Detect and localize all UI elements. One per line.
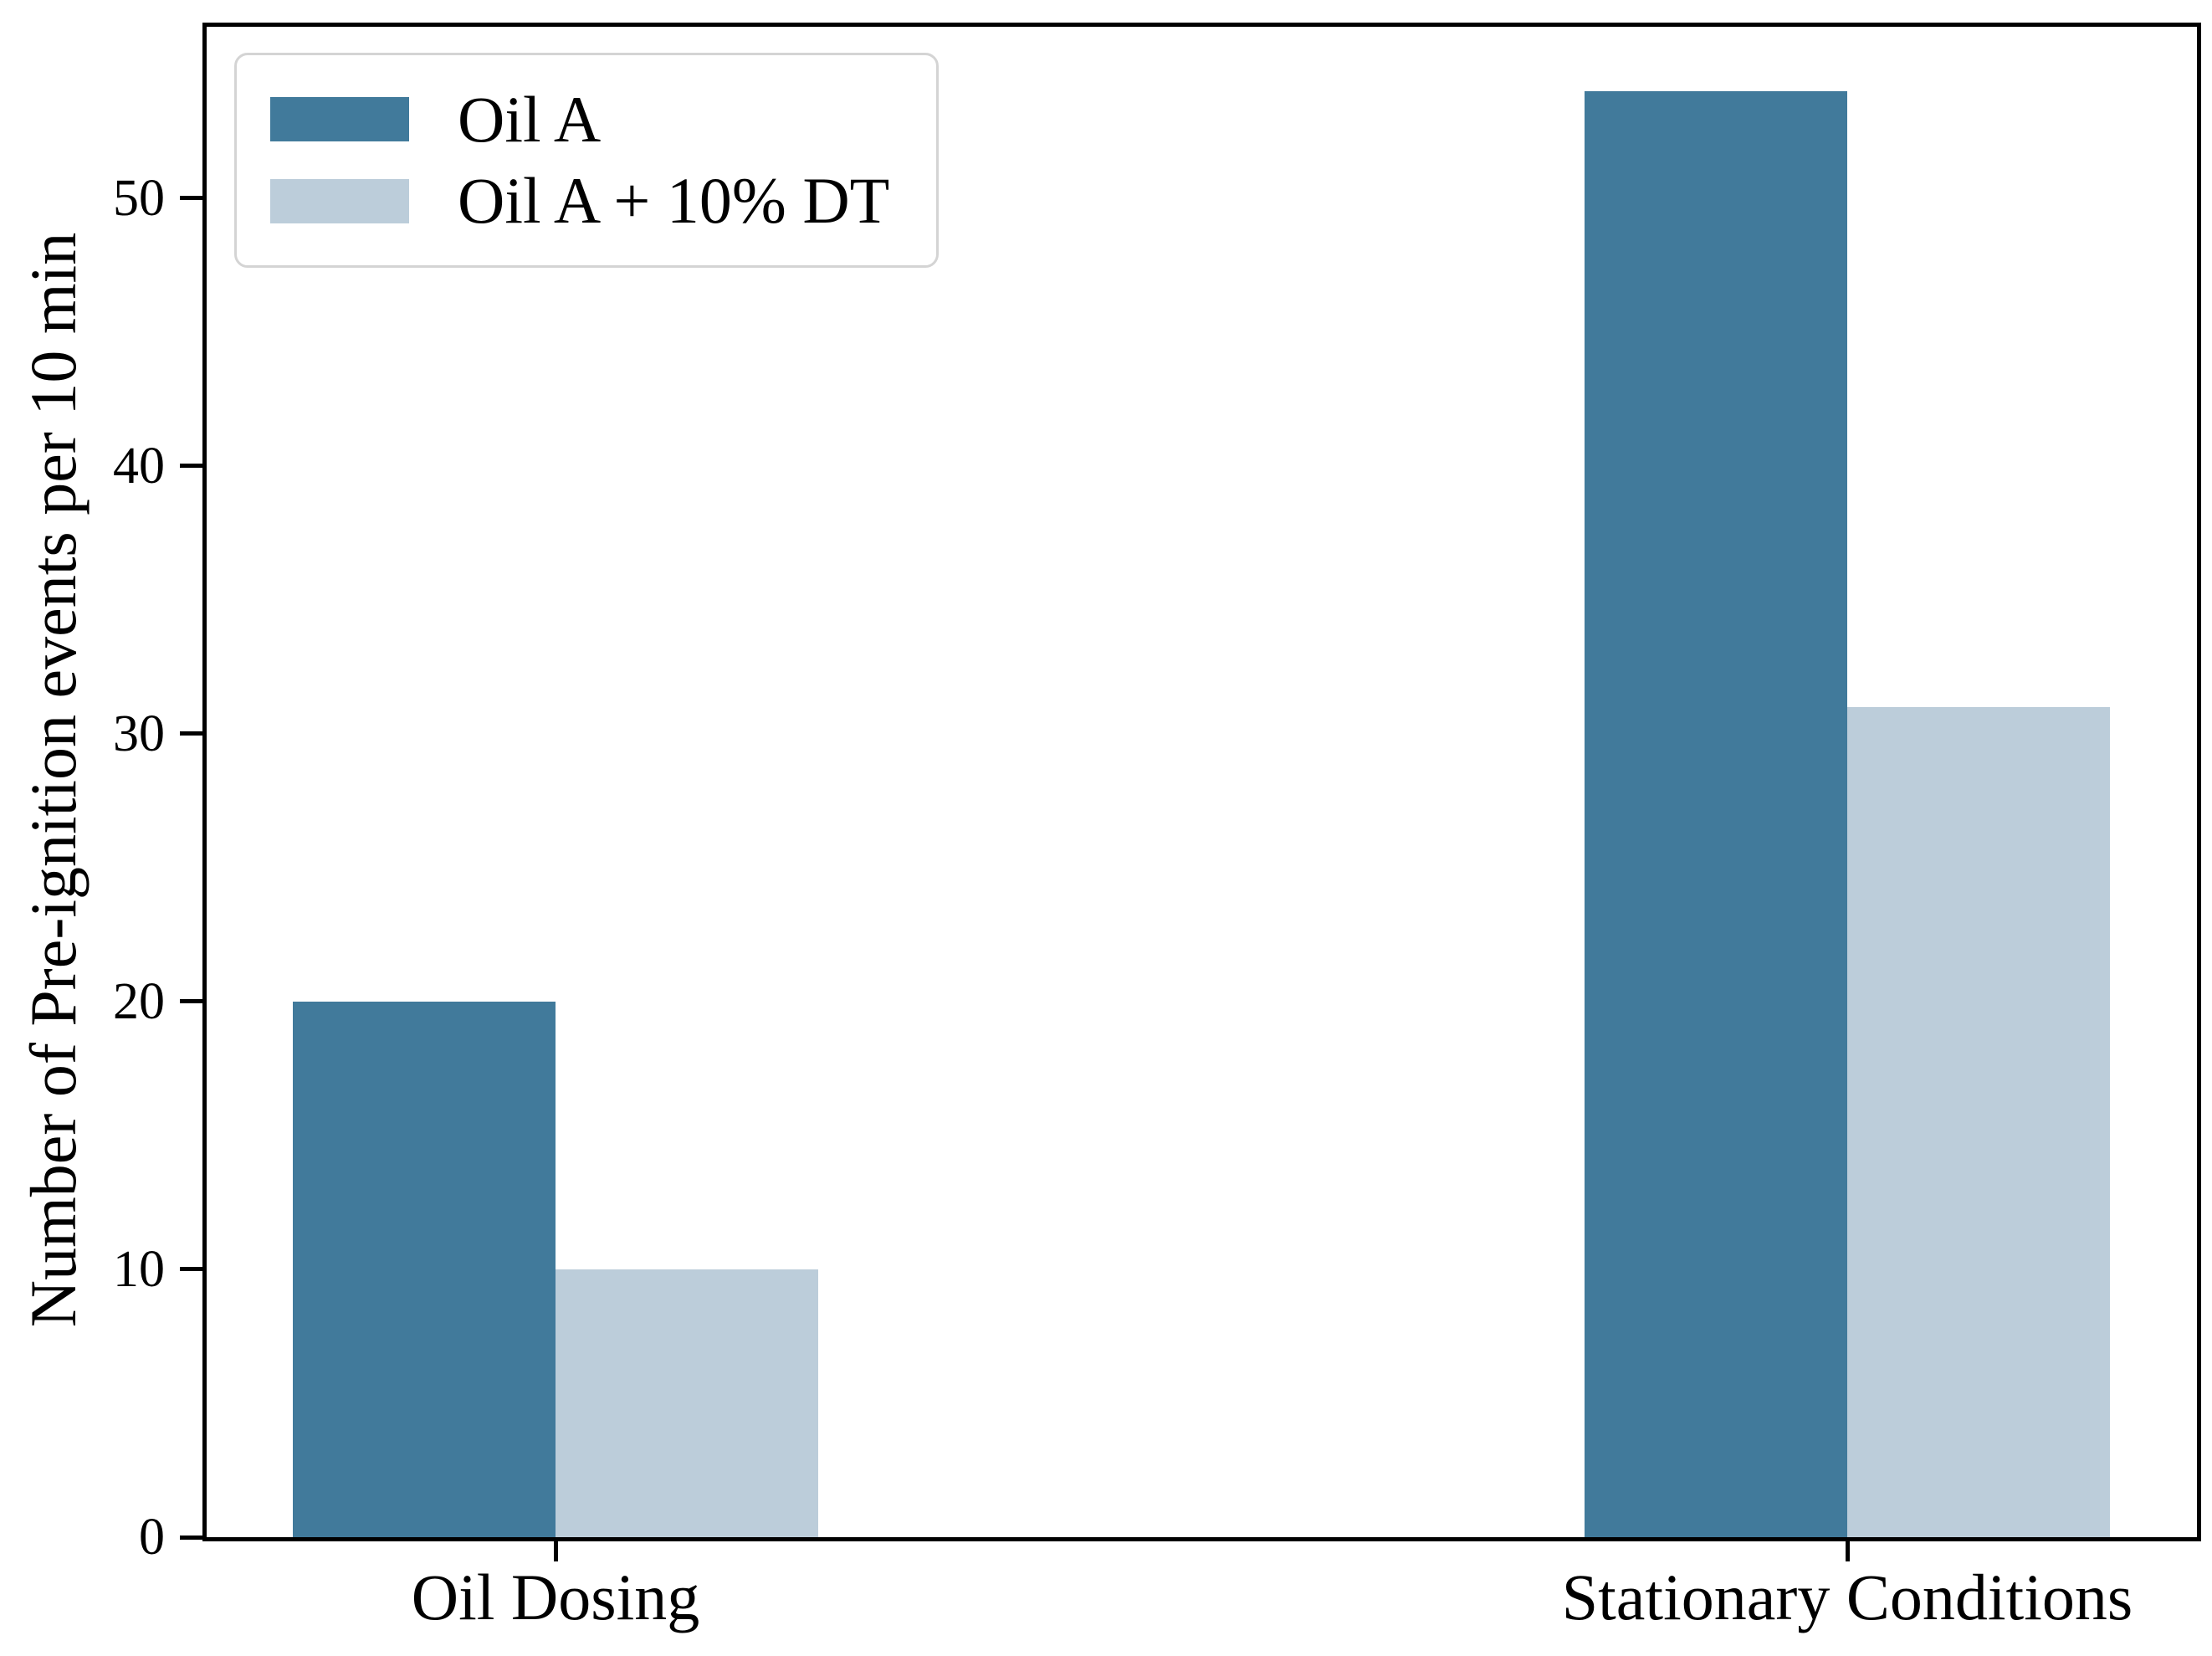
y-tick-label-10: 10 bbox=[113, 1240, 165, 1298]
x-tick-mark-stationary-conditions bbox=[1845, 1541, 1850, 1561]
y-tick-mark-0 bbox=[180, 1535, 202, 1540]
y-tick-mark-20 bbox=[180, 999, 202, 1004]
y-tick-label-20: 20 bbox=[113, 972, 165, 1030]
y-tick-mark-10 bbox=[180, 1267, 202, 1272]
legend-item-oil-a-10-dt: Oil A + 10% DT bbox=[270, 167, 903, 235]
legend: Oil A Oil A + 10% DT bbox=[234, 53, 939, 268]
bar-oil-a-10-dt-stationary-conditions bbox=[1847, 707, 2110, 1537]
legend-swatch-oil-a-10-dt bbox=[270, 178, 409, 223]
legend-label-oil-a-10-dt: Oil A + 10% DT bbox=[458, 164, 890, 238]
y-tick-mark-40 bbox=[180, 464, 202, 469]
x-tick-label-stationary-conditions: Stationary Conditions bbox=[1561, 1561, 2133, 1633]
plot-area: 0 10 20 30 40 50 Oil A Oil A + 10% DT bbox=[113, 23, 2201, 1563]
y-tick-label-0: 0 bbox=[139, 1509, 165, 1566]
x-tick-mark-oil-dosing bbox=[553, 1541, 558, 1561]
y-tick-mark-50 bbox=[180, 196, 202, 201]
y-tick-label-40: 40 bbox=[113, 437, 165, 495]
bar-oil-a-10-dt-oil-dosing bbox=[556, 1269, 818, 1537]
legend-swatch-oil-a bbox=[270, 97, 409, 142]
y-tick-mark-30 bbox=[180, 731, 202, 736]
bar-oil-a-stationary-conditions bbox=[1585, 91, 1847, 1537]
legend-label-oil-a: Oil A bbox=[458, 82, 602, 156]
y-tick-label-50: 50 bbox=[113, 169, 165, 227]
x-tick-label-oil-dosing: Oil Dosing bbox=[411, 1561, 700, 1633]
legend-item-oil-a: Oil A bbox=[270, 85, 903, 154]
y-axis-label: Number of Pre-ignition events per 10 min bbox=[17, 232, 90, 1328]
y-tick-label-30: 30 bbox=[113, 705, 165, 762]
bar-oil-a-oil-dosing bbox=[293, 1002, 556, 1537]
